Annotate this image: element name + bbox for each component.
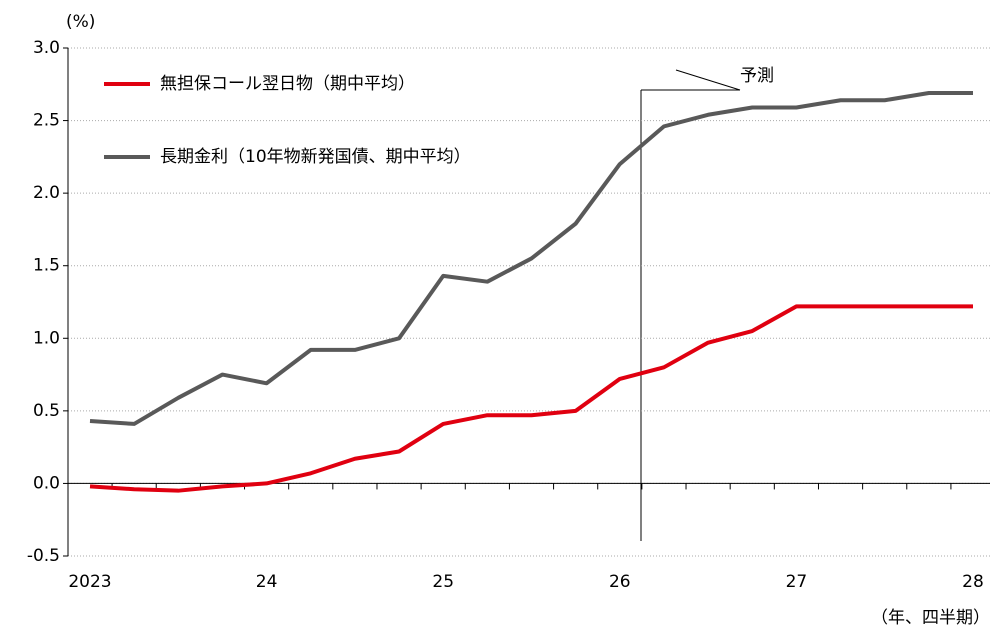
y-tick-label: 2.0	[33, 183, 60, 203]
x-tick-label: 26	[609, 572, 631, 592]
x-axis-label: （年、四半期）	[871, 608, 990, 628]
forecast-line	[675, 69, 741, 91]
line-series	[89, 304, 973, 493]
y-tick-label: 0.0	[33, 473, 60, 493]
y-tick-label: -0.5	[27, 546, 60, 566]
line-series	[89, 90, 973, 426]
x-tick-label: 25	[432, 572, 454, 592]
annotation: 予測	[740, 66, 774, 86]
y-axis-label: (%)	[66, 12, 95, 32]
y-tick-label: 1.5	[33, 256, 60, 276]
forecast-marker	[640, 69, 741, 541]
y-tick-label: 1.0	[33, 328, 60, 348]
x-tick-label: 2023	[68, 572, 111, 592]
legend-label: 無担保コール翌日物（期中平均）	[160, 74, 415, 94]
y-tick-label: 3.0	[33, 38, 60, 58]
x-tick-label: 27	[786, 572, 808, 592]
legend-label: 長期金利（10年物新発国債、期中平均）	[160, 147, 471, 167]
x-tick-label: 28	[962, 572, 984, 592]
x-tick-label: 24	[256, 572, 278, 592]
y-tick-label: 0.5	[33, 401, 60, 421]
y-tick-label: 2.5	[33, 111, 60, 131]
